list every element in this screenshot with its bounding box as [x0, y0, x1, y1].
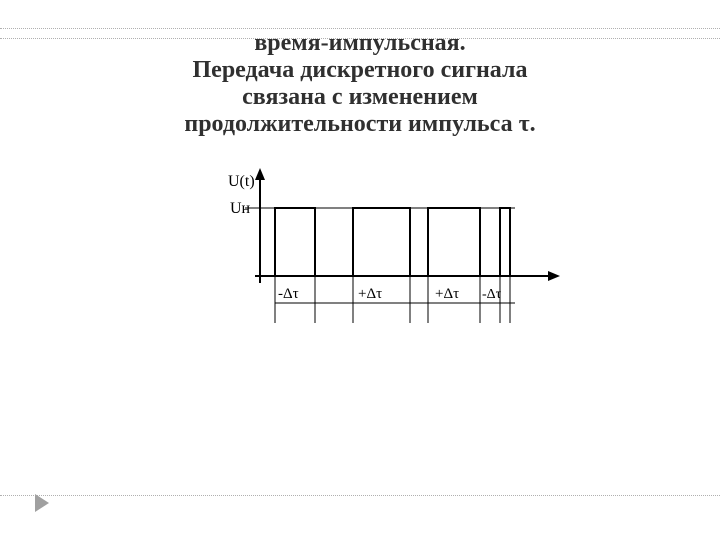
title-line-2: Передача дискретного сигнала: [40, 57, 680, 84]
delta-label-2: +Δτ: [358, 286, 382, 302]
nav-arrow-icon[interactable]: [35, 494, 49, 512]
delta-label-4: -Δτ: [482, 287, 502, 302]
title-line-3: связана с изменением: [40, 84, 680, 111]
delta-label-3: +Δτ: [435, 286, 459, 302]
title-line-4: продолжительности импульса τ.: [40, 111, 680, 138]
title-line-1: время-импульсная.: [40, 30, 680, 57]
bottom-divider: [0, 495, 720, 496]
x-axis-arrow: [548, 271, 560, 281]
level-label: Uн: [230, 200, 251, 217]
slide-title: время-импульсная. Передача дискретного с…: [40, 30, 680, 138]
top-divider-2: [0, 38, 720, 39]
y-axis-arrow: [255, 168, 265, 180]
pulse-waveform: [260, 208, 510, 276]
pulse-chart: U(t) Uн -Δτ +Δτ +Δτ -Δτ: [160, 168, 560, 368]
y-axis-label: U(t): [228, 173, 255, 190]
top-divider-1: [0, 28, 720, 29]
delta-label-1: -Δτ: [278, 286, 299, 302]
